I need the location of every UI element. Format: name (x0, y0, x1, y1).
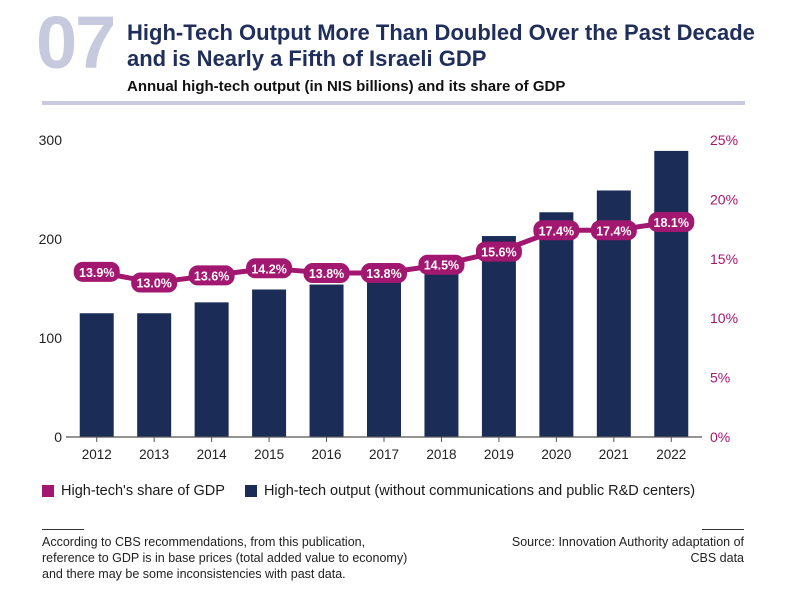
legend-swatch-output (244, 485, 257, 497)
x-tick-label: 2015 (254, 447, 284, 462)
share-point (303, 263, 350, 284)
bar (539, 212, 574, 437)
chart-subtitle: Annual high-tech output (in NIS billions… (127, 78, 566, 95)
y-right-tick-label: 0% (710, 429, 730, 445)
legend-item-output: High-tech output (without communications… (244, 483, 696, 499)
share-data-label: 13.8% (309, 267, 344, 281)
share-point (73, 261, 120, 282)
footnote: According to CBS recommendations, from t… (42, 535, 408, 581)
share-point (361, 263, 407, 284)
header-divider (42, 101, 745, 105)
share-point (648, 211, 695, 232)
chart-plot: 0 100 200 300 0% 5% 10% 15% 20% 25% 2012 2013 2014 20… (39, 132, 738, 462)
bar (481, 236, 516, 437)
y-right-tick-label: 20% (710, 191, 738, 207)
x-tick-label: 2020 (541, 447, 571, 462)
bar (79, 313, 114, 437)
share-point (418, 254, 465, 275)
share-point (475, 241, 522, 262)
y-right-tick-label: 10% (710, 310, 738, 326)
legend-item-share: High-tech's share of GDP (42, 483, 225, 499)
legend-swatch-share (42, 485, 54, 497)
y-left-tick-label: 0 (54, 429, 62, 445)
source-note: Source: Innovation Authority adaptation … (511, 535, 744, 565)
y-right-tick-label: 5% (710, 370, 730, 386)
y-left-tick-label: 100 (39, 330, 63, 346)
bar (194, 302, 229, 437)
share-data-label: 15.6% (481, 246, 516, 260)
legend-label-output: High-tech output (without communications… (263, 483, 696, 499)
y-right-tick-label: 15% (710, 251, 738, 267)
x-tick-label: 2022 (656, 447, 686, 462)
bar (137, 313, 172, 437)
bar (309, 284, 344, 437)
x-tick-label: 2016 (312, 447, 342, 462)
x-tick-label: 2017 (369, 447, 399, 462)
chart-legend: High-tech's share of GDP High-tech outpu… (42, 483, 715, 499)
share-point (533, 220, 580, 241)
share-point (246, 258, 293, 279)
y-left-tick-label: 300 (39, 132, 63, 148)
note-divider (42, 529, 84, 530)
share-data-label: 14.2% (251, 262, 286, 276)
x-tick-label: 2018 (426, 447, 456, 462)
bar (252, 289, 287, 437)
chart-title: High-Tech Output More Than Doubled Over … (127, 20, 755, 71)
share-data-label: 17.4% (539, 224, 574, 238)
bar (654, 150, 689, 437)
x-tick-label: 2014 (197, 447, 228, 462)
bar (424, 264, 459, 437)
share-data-label: 18.1% (654, 216, 689, 230)
source-divider (702, 529, 744, 530)
share-data-label: 13.0% (136, 277, 171, 291)
x-tick-label: 2012 (82, 447, 112, 462)
x-tick-label: 2019 (484, 447, 514, 462)
share-point (188, 265, 235, 286)
bar (367, 277, 401, 437)
chart-number: 07 (36, 1, 116, 84)
y-left-tick-label: 200 (39, 231, 63, 247)
y-right-tick-label: 25% (710, 132, 738, 148)
share-point (131, 272, 178, 293)
x-tick-label: 2021 (599, 447, 629, 462)
share-data-label: 13.6% (194, 269, 229, 283)
share-point (590, 220, 637, 241)
legend-label-share: High-tech's share of GDP (61, 483, 225, 499)
share-data-label: 13.9% (79, 266, 114, 280)
share-data-label: 14.5% (424, 259, 459, 273)
x-tick-label: 2013 (139, 447, 169, 462)
share-data-label: 13.8% (366, 267, 401, 281)
share-data-label: 17.4% (596, 224, 631, 238)
